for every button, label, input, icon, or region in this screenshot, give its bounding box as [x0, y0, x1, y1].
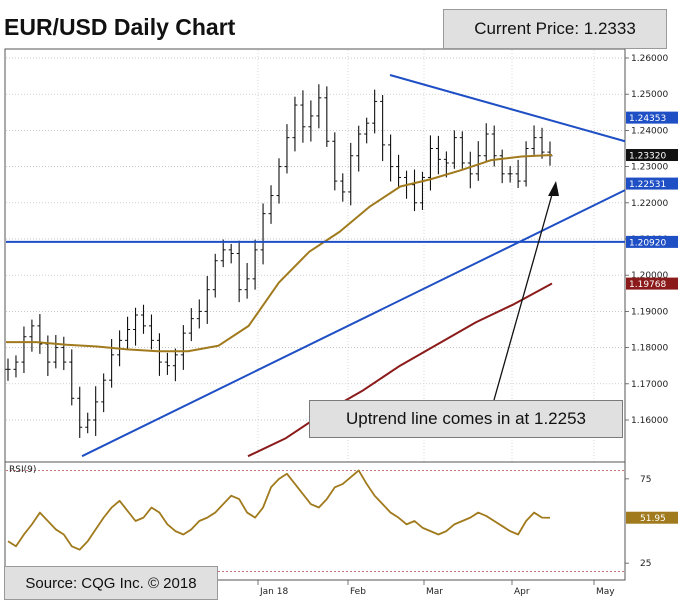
trend-lines [6, 74, 626, 458]
rsi-value-label: 51.95 [640, 514, 666, 524]
price-panel-frame [4, 48, 626, 463]
moving-average-lines [6, 154, 553, 458]
downtrend-line [389, 74, 626, 143]
time-tick-label: Mar [426, 587, 443, 597]
price-tick-label: 1.18000 [631, 344, 668, 354]
rsi-panel-frame [4, 461, 626, 581]
current-price-box: Current Price: 1.2333 [443, 9, 667, 49]
time-tick-label: Jan 18 [259, 587, 288, 597]
price-tick-label: 1.16000 [631, 416, 668, 426]
chart-title: EUR/USD Daily Chart [4, 14, 236, 40]
uptrend-callout: Uptrend line comes in at 1.2253 [309, 400, 623, 438]
rsi-series-line [7, 469, 551, 551]
rsi-line [7, 469, 551, 551]
time-tick-label: Feb [350, 587, 366, 597]
time-tick-label: Apr [514, 587, 530, 597]
price-tag-label: 1.20920 [629, 238, 666, 248]
price-tag-label: 1.22531 [629, 180, 666, 190]
price-tag-box [626, 277, 678, 290]
source-credit: Source: CQG Inc. © 2018 [4, 566, 218, 600]
rsi-label: RSI(9) [9, 465, 36, 475]
price-tick-label: 1.22000 [631, 199, 668, 209]
uptrend-line [81, 189, 626, 458]
price-tag-label: 1.19768 [629, 280, 666, 290]
price-tick-label: 1.26000 [631, 54, 668, 64]
price-tick-label: 1.23000 [631, 163, 668, 173]
rsi-axis-ticks: 75 25 51.95 [625, 475, 678, 569]
moving-average-slow-line [247, 282, 553, 458]
price-tick-label: 1.24000 [631, 126, 668, 136]
moving-average-fast-line [6, 154, 553, 353]
candles [5, 84, 553, 438]
price-panel: 1.260001.250001.240001.230001.220001.210… [4, 48, 678, 579]
callout-arrowhead [548, 181, 559, 196]
rsi-tick-label: 75 [640, 475, 651, 485]
rsi-panel: 75 25 51.95 RSI(9) [4, 461, 678, 581]
rsi-value-tag [626, 511, 678, 524]
price-tick-label: 1.20000 [631, 271, 668, 281]
rsi-grid [6, 470, 624, 572]
price-tag-box [626, 149, 678, 162]
price-tag-box [626, 111, 678, 124]
price-tick-label: 1.17000 [631, 380, 668, 390]
price-tags: 1.24353 1.23320 1.22531 1.20920 1.19768 [626, 111, 678, 290]
price-tick-label: 1.19000 [631, 307, 668, 317]
price-tag-box [626, 177, 678, 190]
price-tick-label: 1.25000 [631, 90, 668, 100]
rsi-tick-label: 25 [640, 559, 651, 569]
callout-arrow [493, 190, 554, 401]
time-tick-label: May [596, 587, 615, 597]
price-tag-label: 1.24353 [629, 114, 666, 124]
price-tag-box [626, 235, 678, 248]
price-tag-label: 1.23320 [629, 152, 666, 162]
time-axis-ticks: Jan 18 Feb Mar Apr May [257, 580, 615, 597]
time-grid [257, 50, 595, 579]
